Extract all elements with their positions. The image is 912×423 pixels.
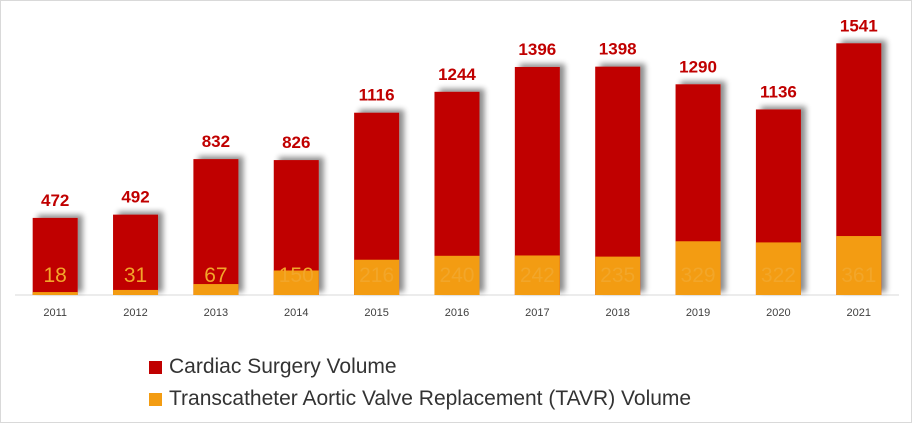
x-tick-label-2012: 2012 [123,307,147,319]
data-label-cardiac-surgery-2015: 1116 [359,86,395,105]
x-tick-label-2014: 2014 [284,307,308,319]
data-label-cardiac-surgery-2020: 1136 [760,82,797,101]
bar-tavr-2019 [675,241,721,295]
bar-tavr-2020 [755,242,801,295]
bar-cardiac-surgery-2011 [32,217,78,295]
data-label-tavr-2020: 322 [761,264,796,287]
bar-tavr-2017 [514,255,560,295]
data-label-cardiac-surgery-2013: 832 [202,132,230,151]
legend-item-tavr: Transcatheter Aortic Valve Replacement (… [149,383,691,415]
data-label-tavr-2017: 242 [520,264,555,287]
x-tick-label-2020: 2020 [766,307,790,319]
bar-cardiac-surgery-2013 [193,159,239,295]
data-label-tavr-2012: 31 [124,264,147,287]
data-label-tavr-2019: 329 [681,264,716,287]
data-label-tavr-2016: 240 [439,264,474,287]
data-label-cardiac-surgery-2018: 1398 [599,40,637,59]
legend-label-cardiac-surgery: Cardiac Surgery Volume [169,355,397,378]
x-tick-label-2019: 2019 [686,307,710,319]
data-label-tavr-2011: 18 [44,264,67,287]
data-label-cardiac-surgery-2016: 1244 [438,65,476,84]
bar-cardiac-surgery-2012 [113,214,159,295]
data-label-cardiac-surgery-2014: 826 [282,133,310,152]
x-tick-label-2011: 2011 [43,307,67,319]
data-label-tavr-2021: 361 [841,264,876,287]
data-label-tavr-2014: 150 [279,264,314,287]
x-tick-label-2018: 2018 [605,307,629,319]
bar-tavr-2014 [273,270,319,295]
x-tick-label-2021: 2021 [847,307,871,319]
data-label-cardiac-surgery-2021: 1541 [840,16,878,35]
x-tick-label-2013: 2013 [204,307,228,319]
bar-tavr-2013 [193,284,239,295]
data-label-cardiac-surgery-2019: 1290 [679,57,717,76]
legend: Cardiac Surgery Volume Transcatheter Aor… [149,351,691,415]
legend-label-tavr: Transcatheter Aortic Valve Replacement (… [169,387,692,410]
x-tick-label-2016: 2016 [445,307,469,319]
legend-swatch-tavr [149,392,162,406]
bar-tavr-2016 [434,255,480,295]
data-label-tavr-2015: 216 [359,264,394,287]
data-label-tavr-2018: 235 [600,264,635,287]
bar-tavr-2021 [836,236,882,295]
data-label-cardiac-surgery-2012: 492 [121,188,149,207]
bar-tavr-2012 [113,289,159,295]
x-tick-label-2017: 2017 [525,307,549,319]
data-label-cardiac-surgery-2011: 472 [41,191,69,210]
bar-tavr-2011 [32,292,78,295]
data-label-cardiac-surgery-2017: 1396 [518,40,556,59]
bar-tavr-2015 [354,259,400,295]
x-tick-label-2015: 2015 [364,307,388,319]
data-label-tavr-2013: 67 [204,264,227,287]
bar-chart-plot: 472 18 2011 492 31 2012 832 67 2013 826 150 2014 111… [15,16,899,319]
bar-tavr-2018 [595,256,641,295]
legend-swatch-cardiac-surgery [149,360,162,374]
legend-item-cardiac-surgery: Cardiac Surgery Volume [149,351,691,383]
